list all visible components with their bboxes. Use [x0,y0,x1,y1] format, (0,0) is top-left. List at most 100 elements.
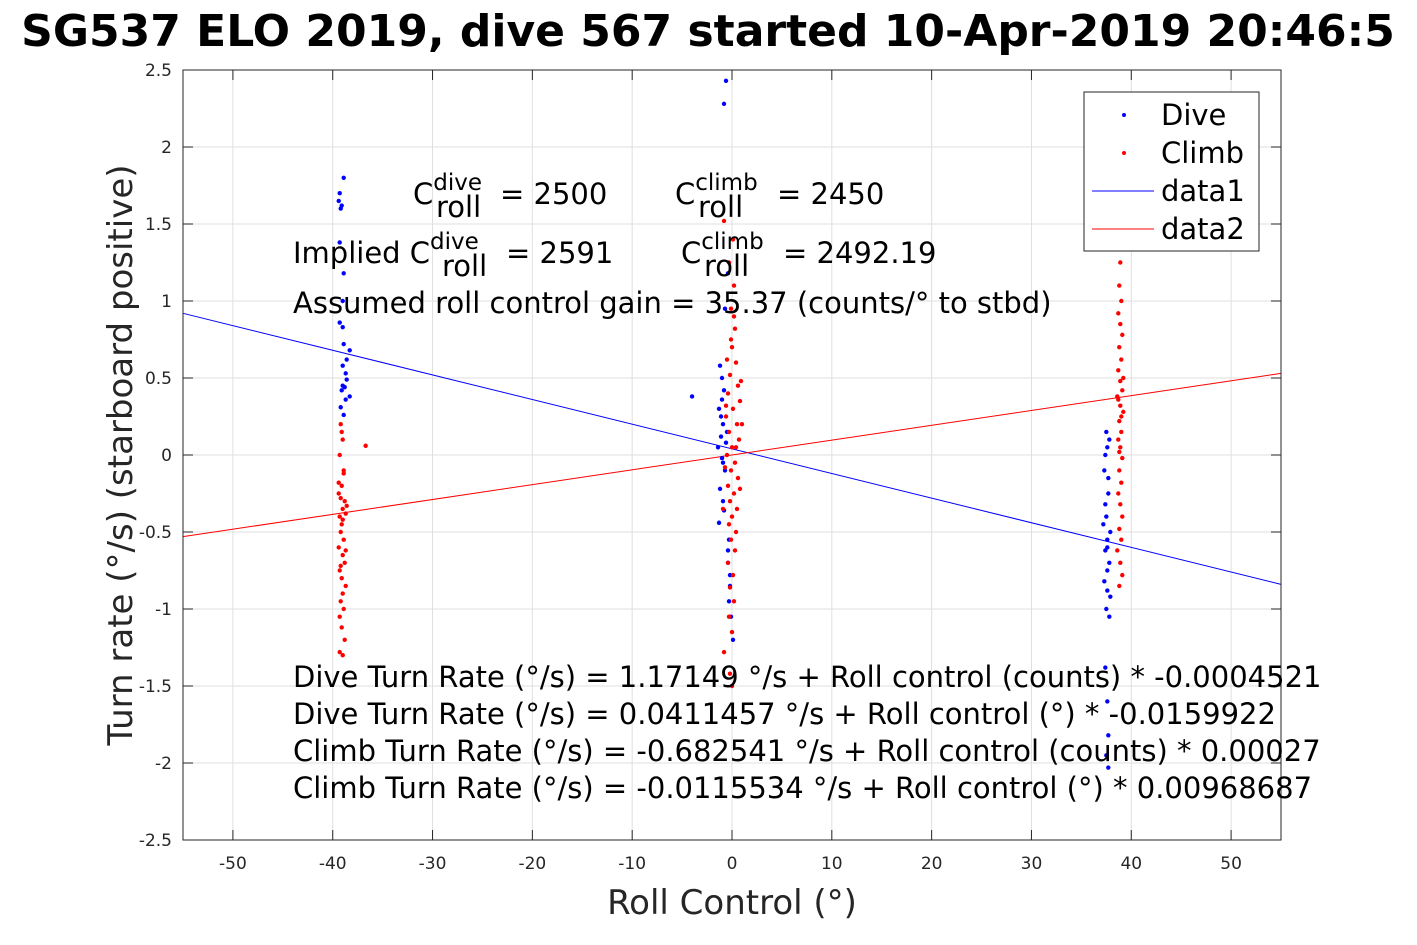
y-tick-label: -2 [155,754,172,774]
climb-point [1116,437,1121,442]
dive-point [1105,588,1110,593]
dive-point [337,240,342,245]
climb-point [1119,537,1124,542]
climb-point [731,491,737,496]
dive-point [1105,699,1110,704]
climb-point [724,357,730,362]
climb-point [1118,502,1123,507]
climb-point [1119,357,1124,362]
climb-point [340,517,345,522]
dive-point [725,271,731,276]
dive-point [1104,753,1109,758]
legend: Dive Climb data1 data2 [1083,91,1260,252]
dive-point [1106,475,1111,481]
climb-point [1117,345,1122,350]
climb-point [728,306,734,311]
dive-point [1103,502,1108,507]
implied-dive-sub: roll [442,249,487,283]
implied-dive-sup: dive [430,229,479,255]
legend-data2-label: data2 [1161,212,1245,246]
climb-point [728,537,734,542]
chart-title: SG537 ELO 2019, dive 567 started 10-Apr-… [21,6,1395,57]
dive-point [343,397,348,402]
c-roll-dive-base: C [413,177,433,211]
x-tick-label: 40 [1120,854,1142,874]
dive-point [715,445,721,450]
climb-point [1120,332,1125,338]
climb-point [726,522,732,527]
x-axis-label: Roll Control (°) [607,883,857,923]
climb-point [1119,298,1124,304]
y-tick-label: -2.5 [139,831,172,851]
climb-point [1119,414,1124,419]
y-tick-label: -1 [155,600,172,620]
x-tick-label: 20 [921,854,943,874]
y-tick-label: 1.5 [145,215,172,235]
legend-data1-label: data1 [1161,174,1245,208]
dive-point [1107,560,1112,565]
dive-point [337,191,342,196]
climb-point [725,391,731,396]
x-tick-label: 50 [1220,854,1242,874]
x-tick-label: 30 [1021,854,1043,874]
climb-point [722,465,728,470]
x-tick-label: -50 [219,854,247,874]
climb-point [731,314,737,319]
y-tick-label: -1.5 [139,677,172,697]
climb-point [338,599,343,604]
climb-point [1118,378,1123,384]
implied-climb-value: = 2492.19 [783,236,936,270]
dive-point [730,637,736,642]
climb-point [1115,548,1120,553]
climb-point [340,437,345,442]
climb-point [735,475,741,481]
climb-point [339,522,344,527]
dive-point [720,499,726,504]
dive-point [344,377,349,382]
climb-point [733,445,739,450]
climb-point [338,563,343,569]
climb-point [729,683,735,689]
dive-fit-degrees: Dive Turn Rate (°/s) = 0.0411457 °/s + R… [293,697,1276,731]
implied-climb-base: C [681,236,701,270]
climb-point [337,568,342,573]
climb-point [731,599,737,604]
climb-point [1117,468,1122,473]
climb-point [730,406,736,411]
dive-point [340,298,345,304]
series-climb [336,218,1126,689]
climb-point [341,606,346,612]
climb-point [734,422,740,427]
dive-point [1105,537,1110,542]
dive-point [721,388,727,393]
climb-point [1117,449,1122,455]
climb-point [342,560,347,565]
climb-point [342,499,347,504]
climb-point [339,429,344,435]
dive-point [1104,514,1109,519]
dive-point [720,460,726,465]
dive-point [341,175,346,180]
climb-point [736,437,742,442]
climb-point [732,326,738,331]
dive-point [718,414,724,419]
climb-point [339,576,344,581]
climb-point [720,506,726,512]
dive-point [336,198,341,204]
climb-point [733,360,739,365]
climb-point [1118,445,1123,450]
climb-point [735,383,741,388]
climb-point [732,460,738,465]
dive-point [1102,579,1107,584]
dive-point [726,599,732,604]
climb-point [1120,572,1125,578]
climb-point [1117,283,1122,288]
climb-point [723,414,729,419]
implied-climb-sub: roll [704,249,749,283]
climb-point [336,545,341,550]
y-tick-label: 0.5 [145,369,172,389]
x-tick-label: -10 [618,854,646,874]
climb-point [1117,526,1122,532]
climb-point [1120,388,1125,393]
